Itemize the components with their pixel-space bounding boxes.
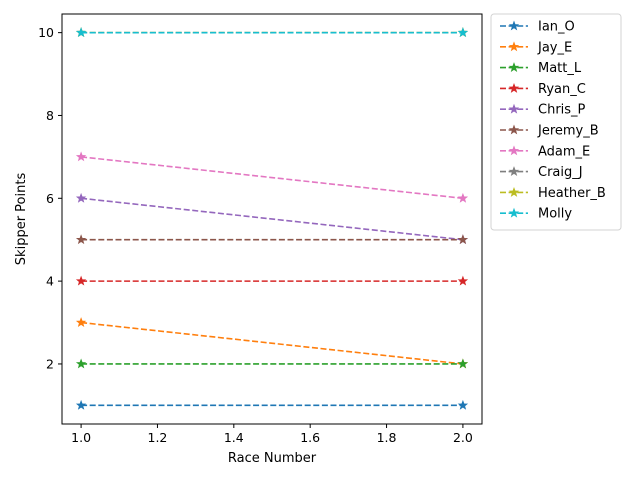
x-tick-label: 1.6 — [300, 430, 320, 445]
series-line-Chris_P — [81, 197, 463, 241]
data-point-Chris_P-0 — [75, 192, 87, 203]
legend-item-Chris_P: Chris_P — [500, 103, 586, 118]
legend-item-Matt_L: Matt_L — [500, 61, 582, 76]
legend-star-marker — [508, 82, 520, 93]
series-line-Jay_E — [81, 321, 463, 365]
data-point-Matt_L-0 — [75, 358, 87, 369]
legend-star-marker — [508, 41, 520, 52]
legend-star-marker — [508, 124, 520, 135]
x-tick-label: 1.4 — [224, 430, 244, 445]
legend-label: Molly — [538, 207, 572, 222]
x-axis-label: Race Number — [228, 451, 317, 466]
legend-item-Heather_B: Heather_B — [500, 186, 606, 201]
data-point-Matt_L-1 — [457, 358, 469, 369]
legend: Ian_O Jay_E Matt_L Ryan_C Chris_P Jeremy_B Ada… — [490, 13, 622, 231]
legend-item-Molly: Molly — [500, 207, 572, 222]
series-Jay_E — [75, 317, 469, 369]
series-Matt_L — [75, 358, 469, 369]
legend-item-Craig_J: Craig_J — [500, 165, 583, 180]
legend-label: Jay_E — [537, 40, 572, 55]
data-point-Adam_E-0 — [75, 151, 87, 162]
series-Molly — [75, 27, 469, 38]
legend-star-marker — [508, 103, 520, 114]
legend-item-Ian_O: Ian_O — [500, 20, 575, 35]
series-line-Adam_E — [81, 156, 463, 200]
series-Chris_P — [75, 192, 469, 245]
y-axis-ticks: 2 4 6 8 10 — [38, 25, 62, 371]
series-Ian_O — [75, 399, 469, 410]
legend-label: Ryan_C — [538, 82, 586, 97]
legend-star-marker — [508, 20, 520, 31]
data-point-Ryan_C-0 — [75, 275, 87, 286]
x-tick-label: 1.2 — [148, 430, 168, 445]
legend-item-Adam_E: Adam_E — [500, 144, 590, 159]
y-axis-label: Skipper Points — [14, 173, 29, 266]
x-tick-label: 1.0 — [71, 430, 91, 445]
legend-star-marker — [508, 207, 520, 218]
data-point-Jay_E-0 — [75, 317, 87, 327]
data-point-Ryan_C-1 — [457, 275, 469, 286]
legend-star-marker — [508, 166, 520, 177]
y-tick-label: 10 — [38, 25, 54, 40]
data-point-Ian_O-1 — [457, 399, 469, 410]
data-point-Jeremy_B-1 — [457, 234, 469, 245]
legend-label: Adam_E — [538, 144, 590, 159]
y-tick-label: 8 — [46, 108, 54, 123]
y-tick-label: 4 — [46, 274, 54, 289]
legend-label: Craig_J — [538, 165, 583, 180]
legend-label: Matt_L — [538, 61, 582, 76]
x-axis-ticks: 1.0 1.2 1.4 1.6 1.8 2.0 — [71, 424, 473, 445]
plot-area-frame — [61, 13, 483, 425]
legend-star-marker — [508, 62, 520, 73]
y-tick-label: 6 — [46, 191, 54, 206]
legend-label: Chris_P — [538, 103, 586, 118]
legend-label: Jeremy_B — [537, 124, 599, 139]
series-Jeremy_B — [75, 234, 469, 245]
y-tick-label: 2 — [46, 356, 54, 371]
legend-star-marker — [508, 186, 520, 197]
x-tick-label: 2.0 — [453, 430, 473, 445]
data-point-Ian_O-0 — [75, 399, 87, 410]
series-layer — [75, 27, 469, 410]
data-point-Adam_E-1 — [457, 192, 469, 203]
legend-item-Jay_E: Jay_E — [500, 40, 572, 55]
series-Adam_E — [75, 151, 469, 203]
data-point-Molly-0 — [75, 27, 87, 38]
legend-label: Heather_B — [538, 186, 606, 201]
data-point-Molly-1 — [457, 27, 469, 38]
legend-frame — [490, 13, 622, 231]
series-Ryan_C — [75, 275, 469, 286]
legend-item-Jeremy_B: Jeremy_B — [500, 124, 599, 139]
legend-item-Ryan_C: Ryan_C — [500, 82, 586, 97]
x-tick-label: 1.8 — [377, 430, 397, 445]
data-point-Jeremy_B-0 — [75, 234, 87, 245]
legend-label: Ian_O — [538, 20, 575, 35]
legend-star-marker — [508, 145, 520, 156]
